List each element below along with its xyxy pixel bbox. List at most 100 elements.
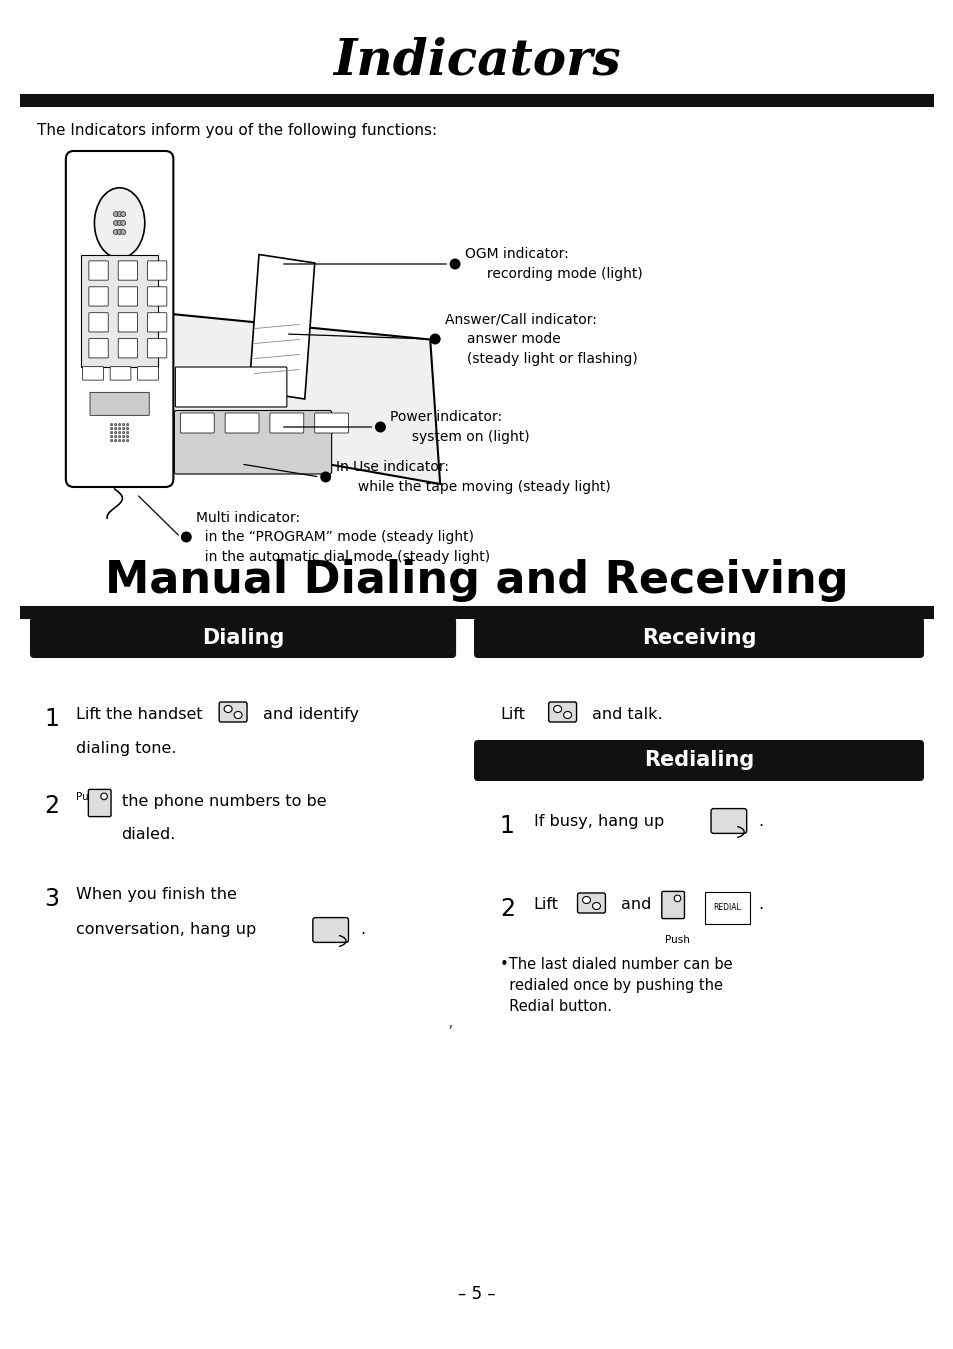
Circle shape [121, 229, 126, 235]
Text: 2: 2 [499, 897, 515, 921]
Circle shape [121, 220, 126, 225]
Text: Answer/Call indicator:
     answer mode
     (steady light or flashing): Answer/Call indicator: answer mode (stea… [445, 313, 638, 366]
Circle shape [449, 259, 460, 270]
Ellipse shape [674, 896, 680, 901]
Bar [20, 606, 933, 619]
Text: Lift: Lift [499, 707, 524, 722]
Ellipse shape [94, 188, 145, 258]
Text: Power indicator:
     system on (light): Power indicator: system on (light) [390, 410, 530, 444]
Ellipse shape [582, 897, 590, 904]
FancyBboxPatch shape [174, 410, 332, 473]
Text: OGM indicator:
     recording mode (light): OGM indicator: recording mode (light) [464, 247, 642, 281]
Text: 1: 1 [44, 707, 59, 731]
FancyBboxPatch shape [137, 367, 158, 380]
Text: .: . [758, 897, 763, 912]
Ellipse shape [553, 706, 561, 712]
FancyBboxPatch shape [314, 413, 348, 433]
FancyBboxPatch shape [118, 287, 137, 306]
FancyBboxPatch shape [89, 339, 108, 357]
Circle shape [181, 532, 192, 542]
Circle shape [118, 424, 121, 426]
Text: Receiving: Receiving [641, 627, 756, 648]
Text: Redialing: Redialing [643, 750, 753, 770]
Text: Indicators: Indicators [333, 36, 620, 85]
Circle shape [126, 436, 129, 438]
Circle shape [113, 220, 118, 225]
Text: and identify: and identify [263, 707, 358, 722]
Text: If busy, hang up: If busy, hang up [533, 813, 663, 830]
FancyBboxPatch shape [118, 260, 137, 281]
FancyBboxPatch shape [577, 893, 605, 913]
Circle shape [118, 428, 121, 430]
Text: Push: Push [75, 792, 101, 803]
Circle shape [111, 440, 112, 442]
Text: and talk.: and talk. [592, 707, 662, 722]
Bar [81, 255, 158, 367]
FancyBboxPatch shape [175, 367, 287, 407]
FancyBboxPatch shape [474, 741, 923, 781]
FancyBboxPatch shape [710, 808, 746, 834]
Circle shape [126, 440, 129, 442]
Text: dialed.: dialed. [121, 827, 175, 842]
Circle shape [114, 428, 116, 430]
Circle shape [114, 440, 116, 442]
Circle shape [117, 229, 122, 235]
Text: Multi indicator:
  in the “PROGRAM” mode (steady light)
  in the automatic dial : Multi indicator: in the “PROGRAM” mode (… [196, 510, 490, 564]
Circle shape [126, 424, 129, 426]
Text: •The last dialed number can be
  redialed once by pushing the
  Redial button.: •The last dialed number can be redialed … [499, 956, 732, 1014]
Circle shape [320, 472, 331, 483]
FancyBboxPatch shape [270, 413, 303, 433]
Ellipse shape [233, 711, 242, 719]
Text: Push: Push [664, 935, 689, 946]
Circle shape [375, 421, 386, 433]
FancyBboxPatch shape [148, 260, 167, 281]
Text: the phone numbers to be: the phone numbers to be [121, 795, 326, 809]
Ellipse shape [592, 902, 599, 909]
Ellipse shape [563, 711, 571, 719]
FancyBboxPatch shape [89, 789, 111, 816]
Circle shape [117, 212, 122, 217]
Circle shape [114, 436, 116, 438]
Circle shape [122, 432, 125, 434]
Circle shape [117, 220, 122, 225]
FancyBboxPatch shape [548, 701, 576, 722]
FancyBboxPatch shape [180, 413, 214, 433]
FancyBboxPatch shape [118, 339, 137, 357]
Circle shape [122, 428, 125, 430]
Text: The Indicators inform you of the following functions:: The Indicators inform you of the followi… [37, 124, 436, 139]
Text: In Use indicator:
     while the tape moving (steady light): In Use indicator: while the tape moving … [335, 460, 610, 494]
Circle shape [122, 424, 125, 426]
Circle shape [126, 428, 129, 430]
Text: .: . [360, 921, 365, 938]
Circle shape [118, 432, 121, 434]
Ellipse shape [101, 793, 108, 800]
Text: Manual Dialing and Receiving: Manual Dialing and Receiving [105, 560, 848, 603]
FancyBboxPatch shape [219, 701, 247, 722]
Circle shape [111, 428, 112, 430]
Bar [704, 892, 749, 924]
FancyBboxPatch shape [66, 151, 173, 487]
Polygon shape [249, 255, 314, 399]
Circle shape [126, 432, 129, 434]
Circle shape [121, 212, 126, 217]
Text: ’: ’ [447, 1024, 452, 1041]
Text: 3: 3 [44, 888, 59, 911]
Ellipse shape [224, 706, 232, 712]
Circle shape [429, 333, 440, 344]
Circle shape [114, 432, 116, 434]
Text: Lift the handset: Lift the handset [75, 707, 202, 722]
Circle shape [122, 436, 125, 438]
Circle shape [118, 440, 121, 442]
Circle shape [118, 436, 121, 438]
Bar [20, 94, 933, 107]
FancyBboxPatch shape [118, 313, 137, 332]
Text: Dialing: Dialing [202, 627, 284, 648]
FancyBboxPatch shape [89, 260, 108, 281]
FancyBboxPatch shape [661, 892, 683, 919]
Text: 2: 2 [44, 795, 59, 817]
FancyBboxPatch shape [90, 393, 149, 415]
Circle shape [111, 436, 112, 438]
FancyBboxPatch shape [148, 313, 167, 332]
Text: dialing tone.: dialing tone. [75, 741, 176, 755]
FancyBboxPatch shape [313, 917, 348, 943]
